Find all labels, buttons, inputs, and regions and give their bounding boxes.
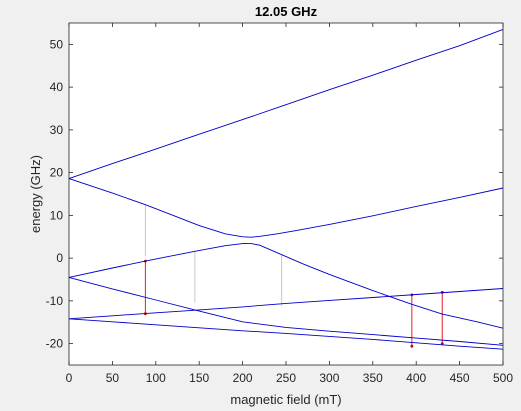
energy-level-5 bbox=[68, 288, 504, 320]
x-tick-label-400: 400 bbox=[406, 371, 426, 385]
x-tick-label-100: 100 bbox=[146, 371, 166, 385]
series-layer bbox=[68, 28, 504, 350]
x-tick-label-250: 250 bbox=[276, 371, 296, 385]
y-tick-label-50: 50 bbox=[50, 37, 64, 51]
plot-area bbox=[69, 23, 503, 365]
x-tick-label-50: 50 bbox=[106, 371, 120, 385]
y-tick-label-0: 0 bbox=[56, 251, 63, 265]
transition-5-end-2 bbox=[410, 344, 414, 348]
x-tick-label-200: 200 bbox=[233, 371, 253, 385]
y-tick-label--20: -20 bbox=[46, 337, 64, 351]
transition-6-end-2 bbox=[440, 342, 444, 346]
y-tick-label-30: 30 bbox=[50, 123, 64, 137]
x-tick-label-450: 450 bbox=[450, 371, 470, 385]
x-tick-label-150: 150 bbox=[189, 371, 209, 385]
energy-level-4 bbox=[68, 276, 504, 346]
energy-level-3 bbox=[68, 243, 504, 329]
y-tick-label-10: 10 bbox=[50, 208, 64, 222]
y-axis-label: energy (GHz) bbox=[28, 155, 43, 233]
x-tick-label-350: 350 bbox=[363, 371, 383, 385]
chart-title: 12.05 GHz bbox=[255, 4, 318, 19]
energy-level-1 bbox=[68, 28, 504, 180]
y-tick-label-40: 40 bbox=[50, 80, 64, 94]
y-tick-label--10: -10 bbox=[46, 294, 64, 308]
y-tick-label-20: 20 bbox=[50, 166, 64, 180]
x-tick-label-500: 500 bbox=[493, 371, 513, 385]
energy-level-2 bbox=[68, 178, 504, 238]
x-tick-label-0: 0 bbox=[66, 371, 73, 385]
energy-level-6 bbox=[68, 318, 504, 350]
x-axis-label: magnetic field (mT) bbox=[230, 392, 341, 407]
ticks-layer: 0 50 100 150 200 250 300 350 400 450 500 -20 -10 0 10 2… bbox=[46, 23, 513, 385]
x-tick-label-300: 300 bbox=[319, 371, 339, 385]
